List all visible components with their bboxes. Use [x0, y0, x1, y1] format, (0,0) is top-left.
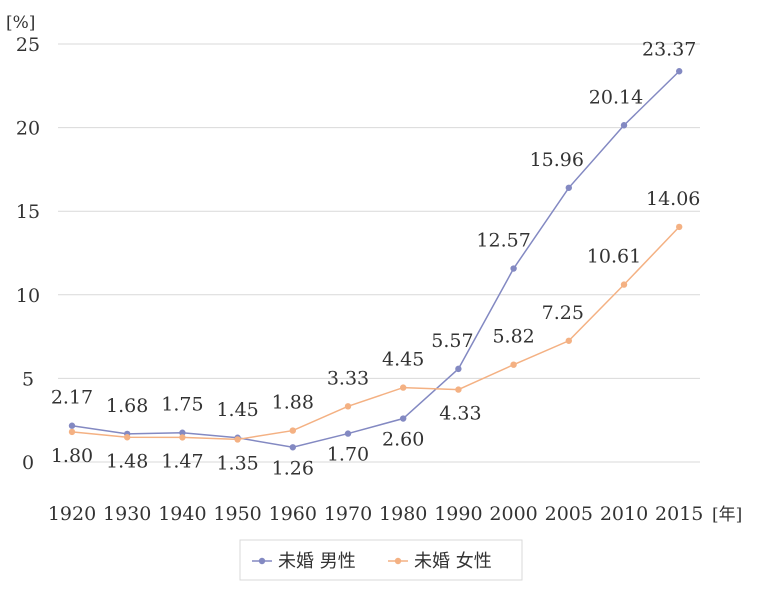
legend-label: 未婚 男性 [278, 551, 356, 572]
data-label: 5.57 [431, 330, 473, 352]
x-tick-label: 2000 [489, 503, 537, 525]
y-tick-label: 15 [16, 201, 40, 223]
y-tick-label: 0 [22, 452, 34, 474]
data-label: 1.68 [106, 395, 148, 417]
data-point [179, 429, 186, 436]
data-label: 4.45 [382, 349, 424, 371]
x-tick-label: 2005 [545, 503, 593, 525]
y-tick-label: 25 [16, 34, 40, 56]
data-label: 3.33 [327, 367, 369, 389]
x-tick-label: 1990 [434, 503, 482, 525]
data-label: 14.06 [646, 188, 700, 210]
axis-layer: [%] 0 5 10 15 20 25 1920 1930 1940 1950 1960 1970 198… [6, 13, 742, 525]
legend-swatch-marker [258, 557, 266, 565]
legend: 未婚 男性 未婚 女性 [239, 539, 523, 581]
data-point [124, 434, 131, 441]
series-line-0 [71, 70, 680, 449]
data-point [565, 184, 572, 191]
data-point [344, 403, 352, 410]
data-label: 1.47 [161, 450, 203, 472]
data-label: 10.61 [587, 246, 641, 268]
x-tick-label: 1980 [379, 503, 427, 525]
data-label: 2.60 [382, 429, 424, 451]
data-label: 5.82 [492, 326, 534, 348]
data-point [234, 436, 241, 443]
data-point [510, 361, 517, 368]
data-point [289, 444, 296, 451]
data-label: 1.35 [216, 452, 258, 474]
data-point [400, 415, 407, 422]
grid-layer [58, 43, 700, 463]
data-label: 12.57 [476, 230, 530, 252]
x-unit-label: [年] [712, 505, 742, 525]
x-tick-label: 1950 [213, 503, 261, 525]
data-point [620, 281, 628, 288]
data-point [565, 337, 572, 344]
data-label: 1.45 [216, 399, 258, 421]
data-label: 15.96 [530, 149, 584, 171]
data-point [400, 384, 407, 391]
data-label: 20.14 [589, 86, 643, 108]
x-tick-label: 2015 [655, 503, 703, 525]
data-label: 7.25 [542, 302, 584, 324]
data-point [676, 68, 683, 75]
y-tick-label: 10 [16, 285, 40, 307]
data-label: 23.37 [642, 38, 696, 60]
data-label: 1.48 [106, 450, 148, 472]
data-label: 2.17 [51, 387, 93, 409]
data-point [68, 428, 76, 436]
x-tick-label: 2010 [600, 503, 648, 525]
data-point [344, 430, 352, 437]
x-tick-label: 1920 [48, 503, 96, 525]
data-point [455, 365, 462, 373]
y-tick-label: 20 [16, 118, 40, 140]
y-tick-label: 5 [22, 368, 34, 390]
data-point [676, 223, 683, 231]
data-label: 1.75 [161, 394, 203, 416]
series-line-1 [71, 226, 680, 441]
x-tick-label: 1960 [269, 503, 317, 525]
x-tick-label: 1940 [158, 503, 206, 525]
label-layer: 2.17 1.68 1.75 1.45 1.26 1.70 2.60 5.57 12.57 15.… [51, 38, 701, 479]
series-layer [68, 68, 683, 451]
data-label: 1.26 [272, 457, 314, 479]
data-point [179, 434, 186, 441]
x-tick-label: 1970 [324, 503, 372, 525]
legend-label: 未婚 女性 [414, 551, 492, 572]
legend-swatch-marker [394, 557, 402, 565]
data-point [510, 265, 517, 272]
data-point [68, 422, 76, 429]
data-point [455, 386, 462, 393]
data-point [289, 427, 296, 434]
data-label: 1.88 [272, 392, 314, 414]
x-tick-label: 1930 [103, 503, 151, 525]
legend-box [239, 539, 523, 581]
data-label: 1.80 [51, 445, 93, 467]
data-label: 1.70 [327, 444, 369, 466]
y-unit-label: [%] [6, 13, 35, 33]
data-label: 4.33 [439, 403, 481, 425]
data-point [620, 122, 628, 129]
